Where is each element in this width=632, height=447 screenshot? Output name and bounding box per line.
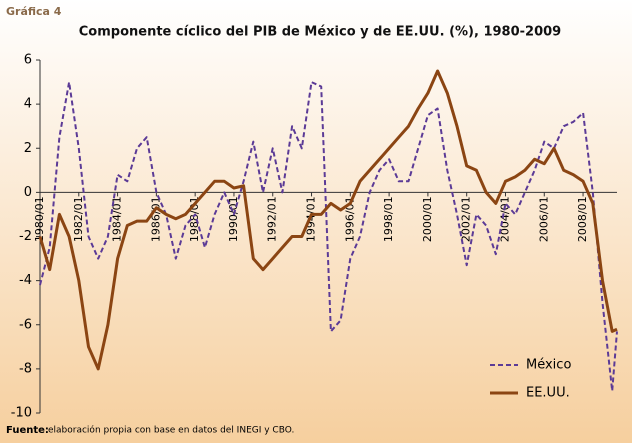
series-line bbox=[38, 69, 618, 371]
y-tick-label: 2 bbox=[24, 141, 32, 156]
x-tick-label: 1992/01 bbox=[266, 196, 279, 242]
y-tick-label: 6 bbox=[24, 53, 32, 68]
x-tick-label: 1982/01 bbox=[72, 196, 85, 242]
legend-label: EE.UU. bbox=[526, 386, 570, 401]
x-tick-label: 1986/01 bbox=[149, 196, 162, 242]
source-label: Fuente: bbox=[6, 425, 49, 436]
x-tick-label: 1998/01 bbox=[382, 196, 395, 242]
y-tick-label: -8 bbox=[19, 361, 32, 376]
figure-label: Gráfica 4 bbox=[6, 5, 62, 18]
source: elaboración propia con base en datos del… bbox=[48, 425, 294, 436]
x-tick-label: 1980/01 bbox=[33, 196, 46, 242]
y-tick-label: -4 bbox=[19, 273, 32, 288]
x-tick-label: 2000/01 bbox=[421, 196, 434, 242]
x-tick-label: 2004/01 bbox=[498, 196, 511, 242]
x-tick-label: 2002/01 bbox=[460, 196, 473, 242]
y-tick-label: 4 bbox=[24, 97, 32, 112]
y-tick-label: -10 bbox=[11, 406, 32, 421]
legend-label: México bbox=[526, 358, 571, 373]
y-tick-label: -2 bbox=[19, 229, 32, 244]
x-tick-label: 2008/01 bbox=[576, 196, 589, 242]
y-tick-label: 0 bbox=[24, 185, 32, 200]
x-tick-label: 1996/01 bbox=[343, 196, 356, 242]
x-tick-label: 2006/01 bbox=[537, 196, 550, 242]
y-tick-label: -6 bbox=[19, 317, 32, 332]
x-tick-label: 1984/01 bbox=[111, 196, 124, 242]
chart-title: Componente cíclico del PIB de México y d… bbox=[79, 25, 561, 40]
x-tick-label: 1994/01 bbox=[305, 196, 318, 242]
